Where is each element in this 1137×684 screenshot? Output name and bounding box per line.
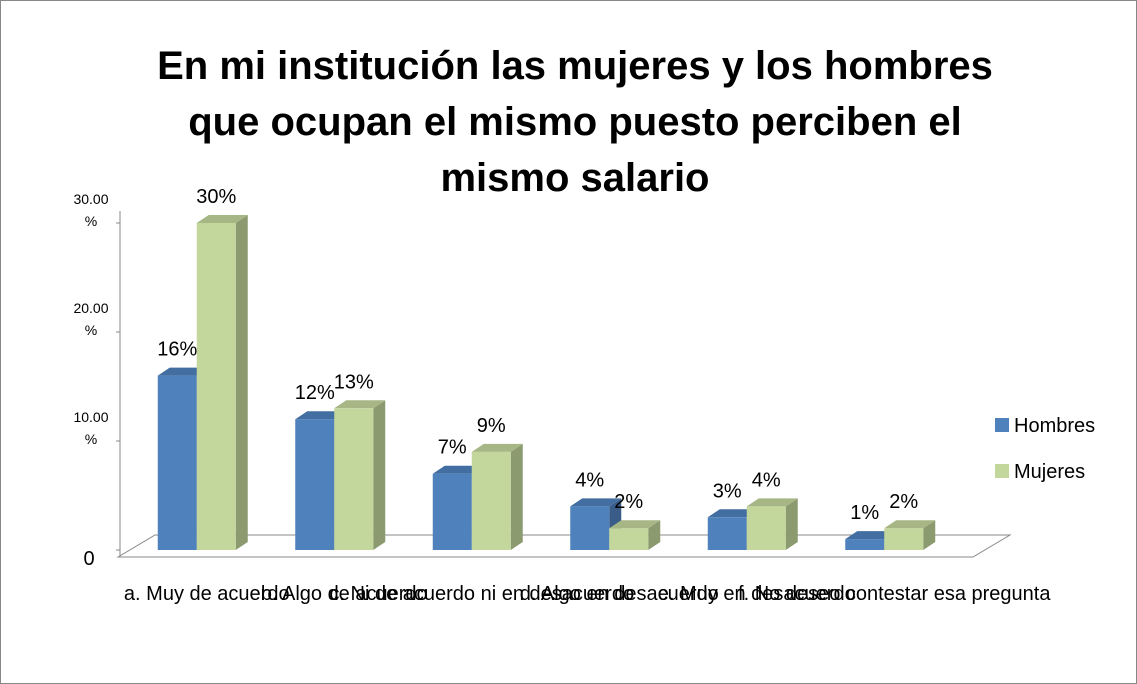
legend-label: Hombres xyxy=(1014,415,1095,437)
y-tick-label: 20.00 % xyxy=(73,300,109,338)
y-tick-label: 30.00 % xyxy=(73,191,109,229)
bar-top xyxy=(845,531,897,540)
data-label: 1% xyxy=(850,502,879,524)
data-label: 2% xyxy=(889,491,918,513)
data-label: 13% xyxy=(334,371,374,393)
bar-top xyxy=(471,443,523,452)
data-label: 4% xyxy=(575,469,604,491)
bar xyxy=(432,473,472,550)
bar xyxy=(845,539,885,550)
data-label: 16% xyxy=(157,339,197,361)
y-tick-label: 10.00 % xyxy=(73,409,109,447)
bar-side xyxy=(648,520,661,550)
bar-side xyxy=(235,215,248,550)
bar xyxy=(570,506,610,550)
bar-top xyxy=(609,520,661,529)
x-tick-label: c. Ni de acuerdo ni en desacuerdo xyxy=(329,583,634,605)
bar-top xyxy=(334,400,386,409)
bar-side xyxy=(373,400,386,550)
legend-swatch xyxy=(995,418,1009,432)
data-label: 9% xyxy=(477,415,506,437)
bar-side xyxy=(785,498,798,550)
bar-top xyxy=(295,411,347,420)
bar xyxy=(609,528,649,550)
bar xyxy=(157,375,197,550)
bar-side xyxy=(923,520,936,550)
bar xyxy=(334,408,374,550)
legend-label: Mujeres xyxy=(1014,461,1085,483)
bar-top xyxy=(884,520,936,529)
bar xyxy=(884,528,924,550)
bar xyxy=(471,451,511,550)
bar xyxy=(196,223,236,550)
bar xyxy=(746,506,786,550)
data-label: 30% xyxy=(196,186,236,208)
bar-top xyxy=(157,367,209,376)
bar-side xyxy=(510,443,523,550)
chart-title: En mi institución las mujeres y los homb… xyxy=(157,44,993,200)
bar xyxy=(295,419,335,550)
x-tick-label: b. Algo de acuerdo xyxy=(261,583,428,605)
data-label: 12% xyxy=(295,382,335,404)
bar-top xyxy=(746,498,798,507)
x-tick-label: f. No deseo contestar esa pregunta xyxy=(738,583,1051,605)
x-tick-label: e. Muy en desacuerdo xyxy=(658,583,856,605)
bar-top xyxy=(196,215,248,223)
data-label: 2% xyxy=(614,491,643,513)
x-tick-label: a. Muy de acuerdo xyxy=(124,583,290,605)
bar-top xyxy=(570,498,622,507)
x-tick-label: d. Algo en desacuerdo xyxy=(520,583,719,605)
data-label: 4% xyxy=(752,469,781,491)
bar-top xyxy=(707,509,759,518)
data-label: 3% xyxy=(713,480,742,502)
data-label: 7% xyxy=(438,437,467,459)
legend-swatch xyxy=(995,464,1009,478)
bar-top xyxy=(432,465,484,474)
y-tick-label: 0 xyxy=(83,548,95,570)
bar xyxy=(707,517,747,550)
